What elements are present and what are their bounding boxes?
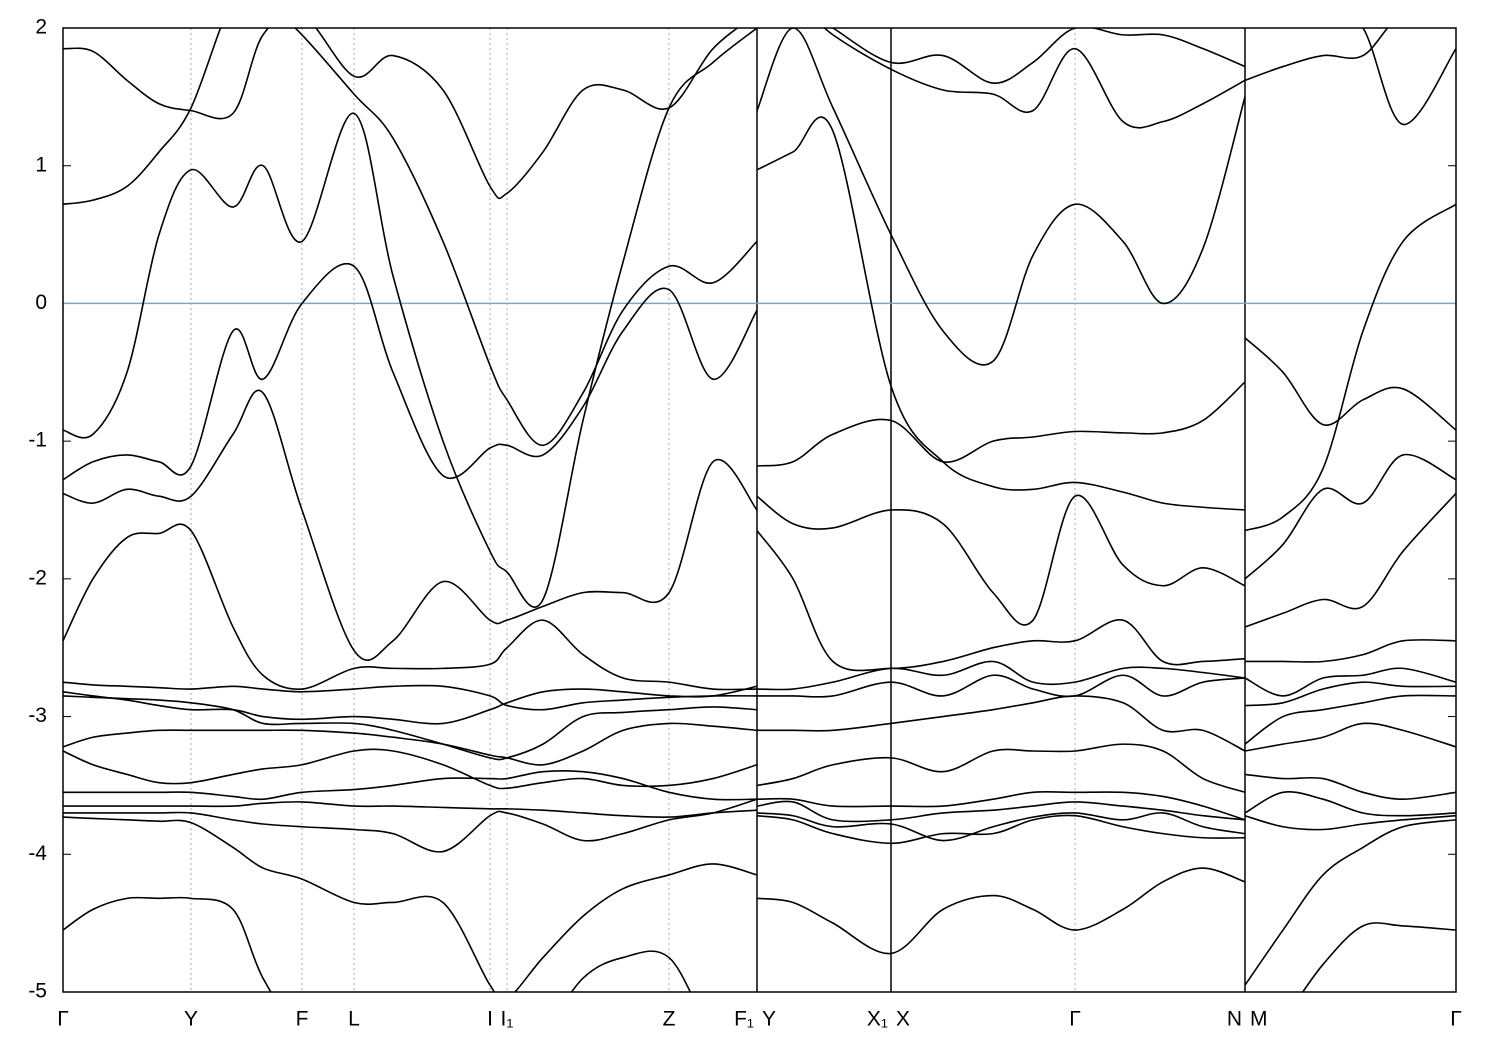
x-tick-label: X₁ xyxy=(867,1008,888,1031)
band-line xyxy=(63,814,1456,992)
x-tick-label: Γ xyxy=(1069,1008,1081,1031)
band-line xyxy=(63,674,1456,761)
y-tick-label: 0 xyxy=(35,291,47,314)
band-line xyxy=(63,28,1456,447)
x-tick-label: Z xyxy=(663,1008,676,1031)
band-line xyxy=(63,694,1456,766)
band-line xyxy=(63,530,1456,711)
band-line xyxy=(63,492,1456,691)
x-tick-label: Γ xyxy=(1450,1008,1462,1031)
y-tick-label: -4 xyxy=(28,842,47,865)
band-line xyxy=(63,381,1456,661)
x-tick-label: L xyxy=(348,1008,360,1031)
y-tick-label: -1 xyxy=(28,429,47,452)
y-tick-label: -2 xyxy=(28,566,47,589)
x-tick-label: I₁ xyxy=(501,1008,514,1031)
band-line xyxy=(63,798,1456,853)
band-line xyxy=(63,28,1389,200)
band-line xyxy=(63,660,1456,725)
y-tick-label: 1 xyxy=(35,153,47,176)
x-tick-label: Γ xyxy=(57,1008,69,1031)
x-tick-label: I xyxy=(487,1008,493,1031)
band-line xyxy=(63,769,1456,821)
y-tick-label: -3 xyxy=(28,704,47,727)
x-tick-label: F₁ xyxy=(734,1008,754,1031)
x-tick-label: N xyxy=(1227,1008,1242,1031)
x-tick-label: X xyxy=(896,1008,910,1031)
x-tick-label: F xyxy=(296,1008,309,1031)
band-line xyxy=(63,116,1456,532)
x-tick-label: Y xyxy=(762,1008,776,1031)
band-line xyxy=(63,722,1456,794)
band-line xyxy=(63,867,1456,992)
plot-frame xyxy=(62,27,1457,993)
x-tick-label: Y xyxy=(184,1008,198,1031)
band-line xyxy=(63,28,1456,608)
y-tick-label: 2 xyxy=(35,16,47,39)
band-line xyxy=(63,791,1456,823)
y-tick-label: -5 xyxy=(28,980,47,1003)
bands xyxy=(63,28,1456,992)
x-tick-label: M xyxy=(1250,1008,1268,1031)
